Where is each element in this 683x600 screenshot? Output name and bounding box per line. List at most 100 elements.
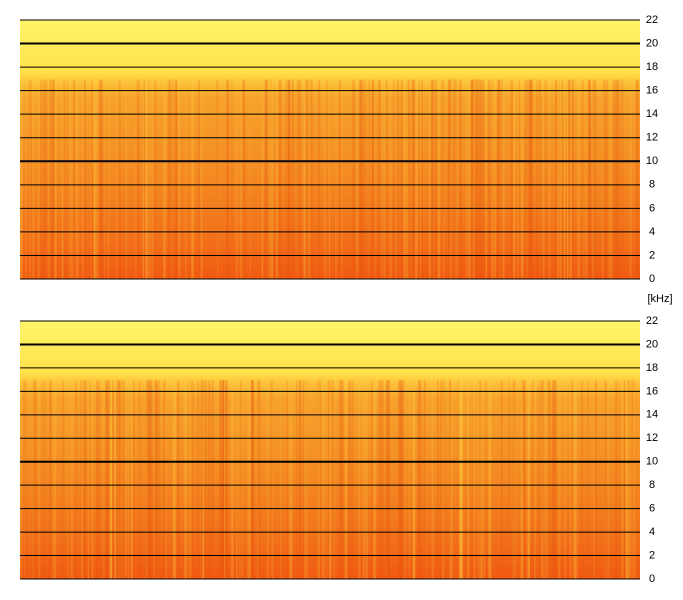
texture-stripe xyxy=(491,79,493,279)
texture-stripe xyxy=(434,79,438,279)
texture-stripe xyxy=(437,79,440,279)
texture-stripe xyxy=(324,79,326,279)
texture-stripe xyxy=(264,79,267,279)
texture-stripe xyxy=(307,79,311,279)
texture-stripe xyxy=(225,380,229,579)
y-tick-label: 4 xyxy=(649,226,655,238)
texture-stripe xyxy=(548,79,551,279)
texture-stripe xyxy=(408,79,410,279)
texture-stripe xyxy=(202,380,206,579)
texture-stripe xyxy=(454,79,457,279)
y-tick-label: 18 xyxy=(646,362,658,374)
texture-stripe xyxy=(222,380,224,579)
texture-stripe xyxy=(525,79,528,279)
texture-stripe xyxy=(269,79,273,279)
texture-stripe xyxy=(541,380,544,579)
texture-stripe xyxy=(541,380,544,579)
texture-stripe xyxy=(448,79,452,279)
texture-stripe xyxy=(191,79,194,279)
texture-stripe xyxy=(241,79,243,279)
texture-stripe xyxy=(38,380,41,579)
texture-stripe xyxy=(484,380,487,579)
texture-stripe xyxy=(479,380,482,579)
texture-stripe xyxy=(165,380,167,579)
texture-stripe xyxy=(318,79,321,279)
texture-stripe xyxy=(479,79,482,279)
texture-stripe xyxy=(553,380,555,579)
texture-stripe xyxy=(540,380,543,579)
texture-stripe xyxy=(242,79,246,279)
texture-stripe xyxy=(20,79,23,279)
texture-stripe xyxy=(342,380,344,579)
texture-stripe xyxy=(389,79,392,279)
texture-stripe xyxy=(388,380,391,579)
texture-stripe xyxy=(455,79,459,279)
texture-stripe xyxy=(221,380,225,579)
texture-stripe xyxy=(240,380,242,579)
texture-stripe xyxy=(329,380,331,579)
texture-stripe xyxy=(271,380,274,579)
texture-stripe xyxy=(44,380,46,579)
texture-stripe xyxy=(540,380,544,579)
texture-stripe xyxy=(257,380,260,579)
texture-stripe xyxy=(395,79,399,279)
texture-stripe xyxy=(591,79,595,279)
texture-stripe xyxy=(471,79,475,279)
texture-stripe xyxy=(553,380,557,579)
texture-stripe xyxy=(37,79,41,279)
texture-stripe xyxy=(448,79,451,279)
spectrogram-panel: 0 2 4 6 8 10 12 14 16 18 20 22 xyxy=(20,315,658,585)
texture-stripe xyxy=(54,79,57,279)
texture-stripe xyxy=(142,79,145,279)
texture-stripe xyxy=(52,79,55,279)
texture-stripe xyxy=(171,79,174,279)
texture-stripe xyxy=(290,380,292,579)
texture-stripe xyxy=(586,380,589,579)
texture-stripe xyxy=(296,79,299,279)
texture-stripe xyxy=(75,380,77,579)
texture-stripe xyxy=(20,79,23,279)
y-tick-label: 22 xyxy=(646,14,658,26)
texture-stripe xyxy=(614,380,618,579)
texture-stripe xyxy=(615,79,618,279)
texture-stripe xyxy=(328,79,330,279)
texture-stripe xyxy=(207,380,210,579)
texture-stripe xyxy=(99,380,101,579)
texture-stripe xyxy=(220,380,222,579)
texture-stripe xyxy=(163,79,166,279)
texture-stripe xyxy=(173,380,177,579)
texture-stripe xyxy=(143,79,145,279)
texture-stripe xyxy=(442,380,445,579)
texture-stripe xyxy=(396,79,399,279)
y-tick-label: 12 xyxy=(646,132,658,144)
texture-stripe xyxy=(132,380,135,579)
texture-stripe xyxy=(339,380,341,579)
texture-stripe xyxy=(23,380,27,579)
texture-stripe xyxy=(306,79,310,279)
texture-stripe xyxy=(178,79,181,279)
texture-stripe xyxy=(216,79,219,279)
texture-stripe xyxy=(418,380,422,579)
texture-stripe xyxy=(372,380,376,579)
texture-stripe xyxy=(287,79,291,279)
texture-stripe xyxy=(556,79,560,279)
y-tick-label: 22 xyxy=(646,315,658,327)
texture-stripe xyxy=(572,380,576,579)
texture-stripe xyxy=(54,79,56,279)
texture-stripe xyxy=(488,380,492,579)
texture-stripe xyxy=(595,79,597,279)
texture-stripe xyxy=(533,380,537,579)
texture-stripe xyxy=(475,79,478,279)
texture-stripe xyxy=(452,79,454,279)
texture-stripe xyxy=(497,79,500,279)
texture-stripe xyxy=(108,380,111,579)
texture-stripe xyxy=(570,380,572,579)
texture-stripe xyxy=(99,79,102,279)
texture-stripe xyxy=(512,380,514,579)
texture-stripe xyxy=(470,79,474,279)
texture-stripe xyxy=(296,79,300,279)
texture-stripe xyxy=(76,79,79,279)
texture-stripe xyxy=(488,380,491,579)
texture-stripe xyxy=(296,79,299,279)
texture-stripe xyxy=(198,79,201,279)
